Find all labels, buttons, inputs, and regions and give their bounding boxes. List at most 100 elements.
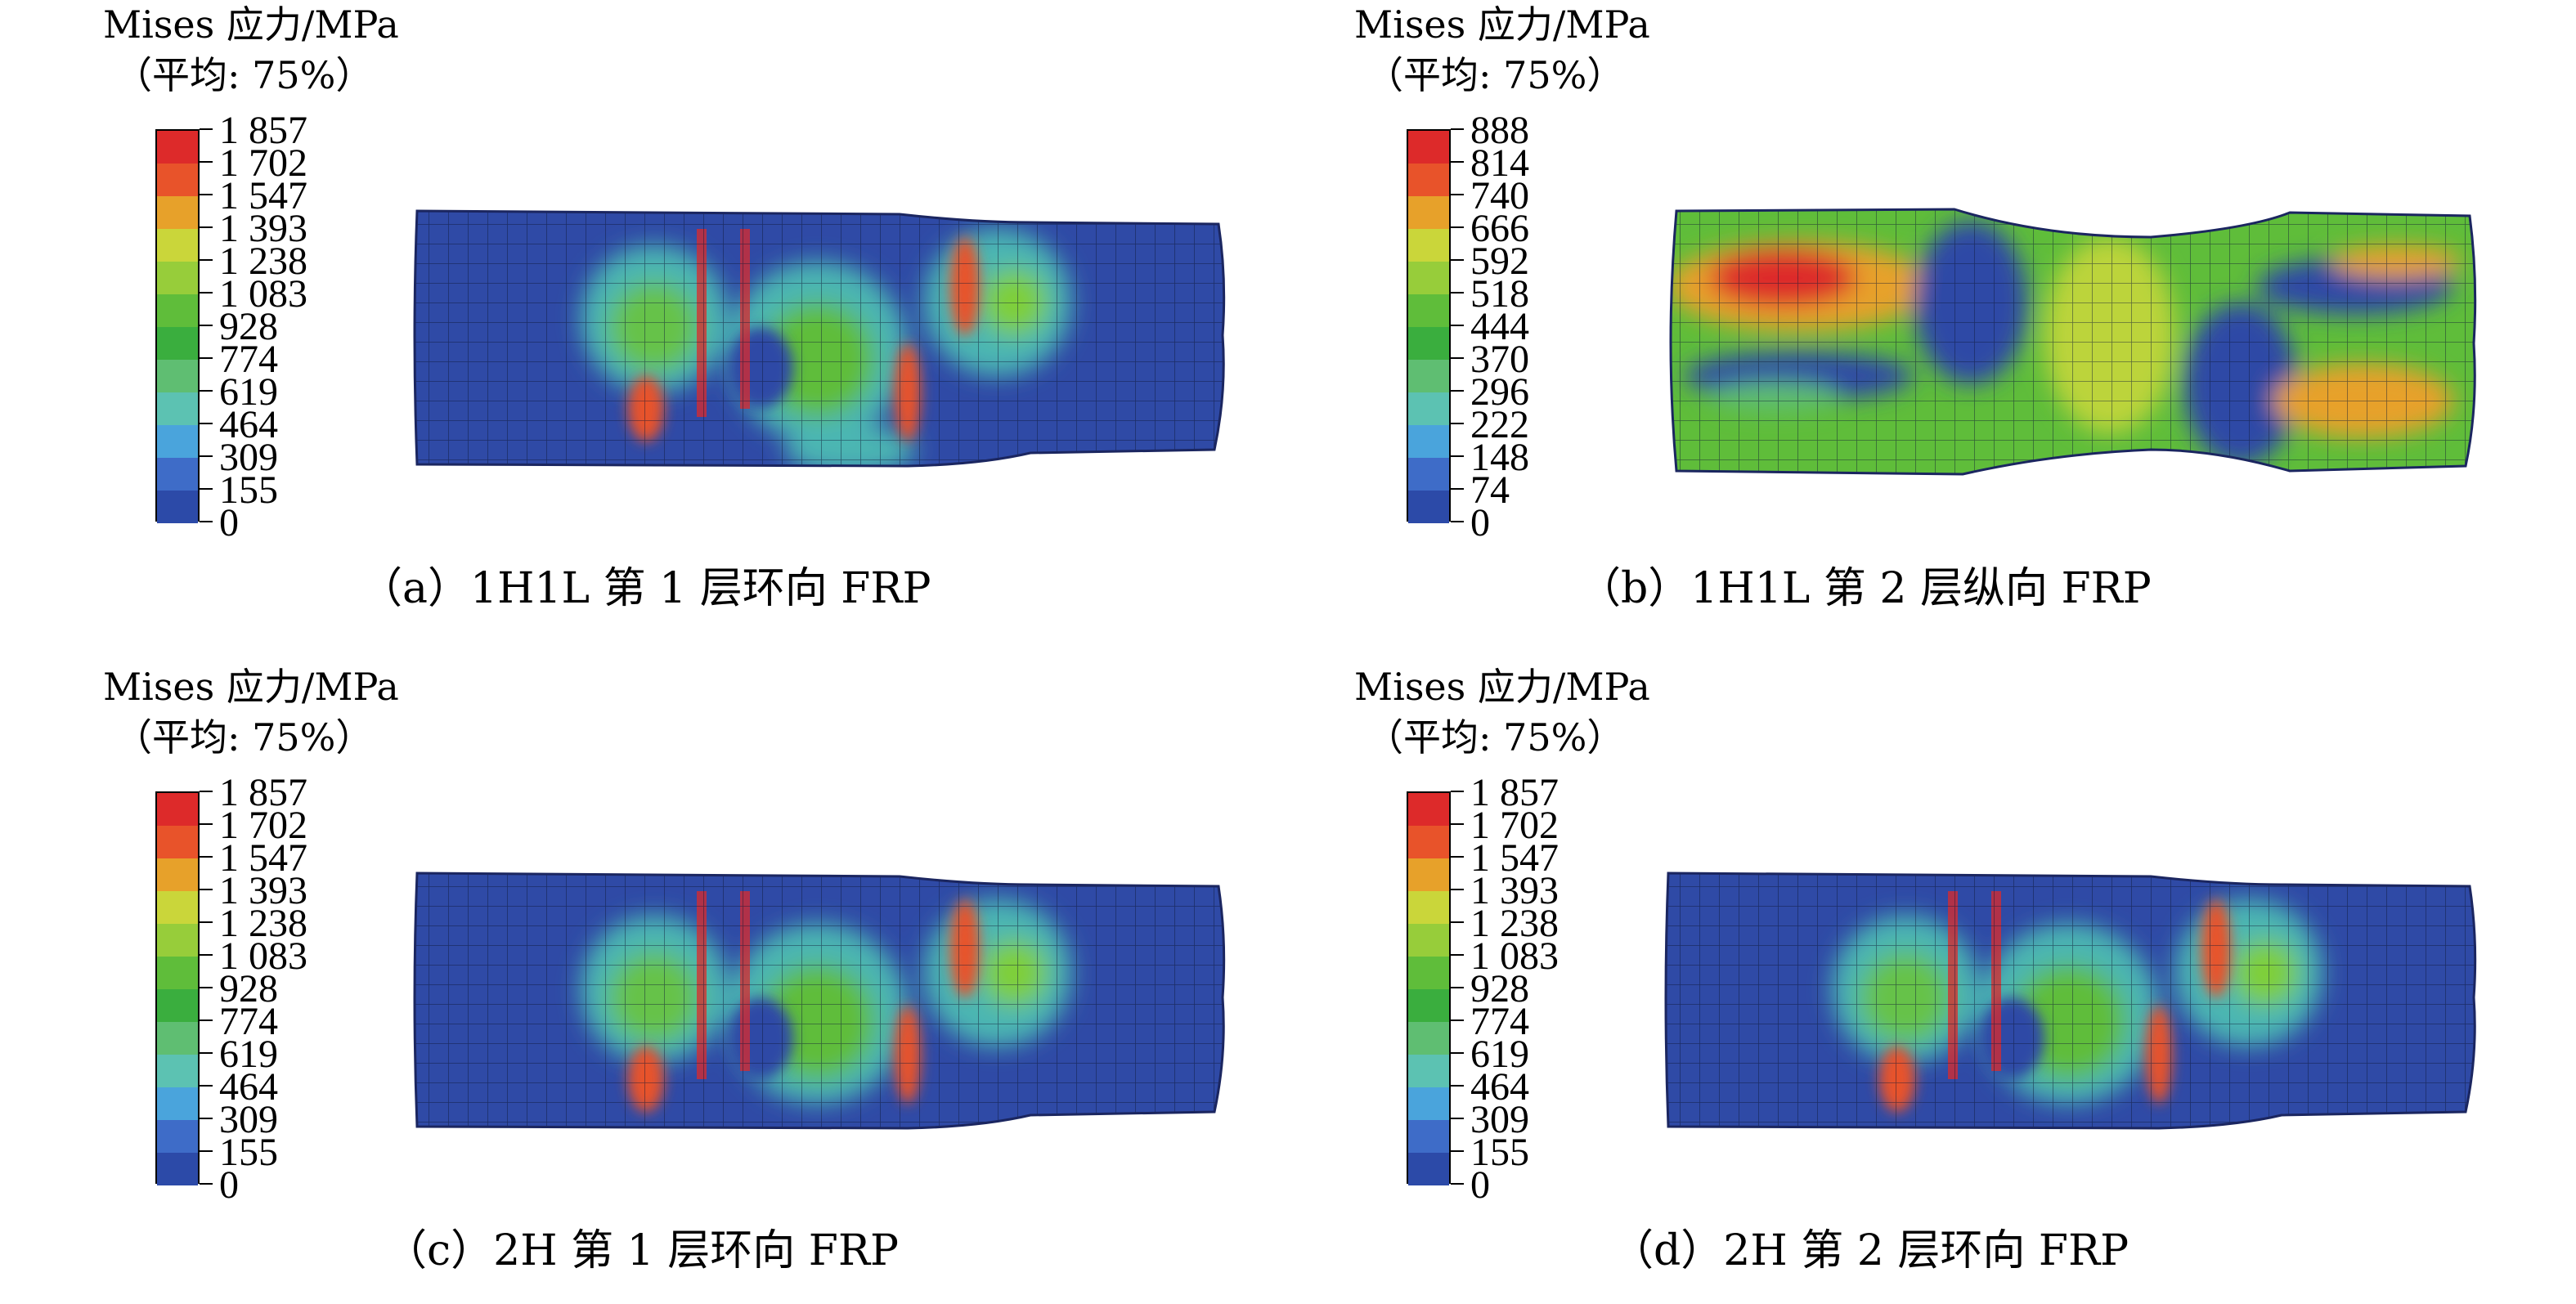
- scale-tick-label: 619: [219, 370, 278, 414]
- scale-tick-label: 1 083: [1470, 934, 1559, 978]
- scale-band: [1408, 1055, 1449, 1087]
- scale-tick: [1451, 856, 1464, 858]
- panel-a: Mises 应力/MPa （平均: 75%）: [0, 0, 1288, 642]
- scale-tick: [200, 1019, 213, 1021]
- scale-band: [157, 793, 198, 826]
- scale-tick: [1451, 791, 1464, 792]
- panel-caption: （b）1H1L 第 2 层纵向 FRP: [1578, 564, 2152, 613]
- scale-tick-label: 1 238: [1470, 902, 1559, 945]
- legend-subtitle: （平均: 75%）: [1366, 715, 1625, 760]
- scale-band: [1408, 196, 1449, 229]
- scale-band: [157, 164, 198, 196]
- scale-ticks: [1451, 128, 1467, 522]
- scale-tick-label: 814: [1470, 141, 1529, 185]
- scale-band: [1408, 131, 1449, 164]
- scale-band: [157, 858, 198, 891]
- scale-tick: [1451, 423, 1464, 424]
- scale-tick: [200, 194, 213, 195]
- scale-band: [1408, 425, 1449, 458]
- scale-band: [157, 262, 198, 294]
- scale-tick: [1451, 128, 1464, 130]
- scale-band: [1408, 491, 1449, 523]
- scale-band: [157, 491, 198, 523]
- scale-tick-label: 1 702: [219, 141, 307, 185]
- scale-tick-label: 370: [1470, 338, 1529, 381]
- scale-tick: [200, 791, 213, 792]
- scale-band: [1408, 858, 1449, 891]
- scale-tick-label: 1 238: [219, 902, 307, 945]
- scale-tick: [1451, 1118, 1464, 1119]
- scale-band: [157, 1120, 198, 1153]
- scale-tick: [200, 292, 213, 294]
- scale-tick-label: 309: [219, 436, 278, 479]
- scale-band: [157, 826, 198, 858]
- scale-tick-label: 155: [219, 1131, 278, 1174]
- scale-band: [157, 1087, 198, 1120]
- stress-contour-cylinder: [1664, 872, 2477, 1130]
- legend-subtitle: （平均: 75%）: [1366, 53, 1625, 97]
- scale-ticks: [1451, 791, 1467, 1185]
- scale-tick-label: 464: [219, 1065, 278, 1109]
- scale-tick: [200, 357, 213, 359]
- scale-tick: [1451, 390, 1464, 392]
- scale-tick-label: 1 083: [219, 934, 307, 978]
- scale-tick: [1451, 1183, 1464, 1185]
- scale-band: [157, 1022, 198, 1055]
- scale-tick-label: 1 857: [219, 109, 307, 152]
- scale-tick: [200, 1150, 213, 1152]
- scale-tick: [200, 1183, 213, 1185]
- scale-tick-label: 1 857: [1470, 771, 1559, 814]
- scale-tick: [1451, 954, 1464, 956]
- scale-tick: [1451, 1150, 1464, 1152]
- scale-tick-label: 1 238: [219, 240, 307, 283]
- scale-band: [157, 458, 198, 491]
- scale-tick-label: 155: [219, 468, 278, 512]
- color-scale: [155, 791, 200, 1185]
- scale-tick-label: 464: [1470, 1065, 1529, 1109]
- scale-tick-label: 774: [1470, 1000, 1529, 1043]
- color-scale: [155, 129, 200, 523]
- scale-tick-label: 464: [219, 403, 278, 446]
- scale-tick-label: 1 547: [219, 174, 307, 217]
- scale-tick-label: 619: [219, 1033, 278, 1076]
- scale-tick-label: 928: [219, 305, 278, 348]
- scale-tick-label: 444: [1470, 305, 1529, 348]
- legend-title: Mises 应力/MPa: [103, 2, 399, 47]
- scale-tick: [200, 1118, 213, 1119]
- scale-tick: [200, 921, 213, 923]
- scale-tick: [200, 1085, 213, 1087]
- scale-band: [157, 392, 198, 425]
- scale-tick: [200, 259, 213, 261]
- scale-tick: [1451, 357, 1464, 359]
- scale-band: [157, 1055, 198, 1087]
- scale-band: [1408, 1120, 1449, 1153]
- scale-tick: [200, 521, 213, 522]
- scale-tick: [200, 423, 213, 424]
- scale-tick: [200, 856, 213, 858]
- scale-band: [157, 1153, 198, 1185]
- scale-tick-label: 774: [219, 1000, 278, 1043]
- panel-d: Mises 应力/MPa （平均: 75%）: [1251, 662, 2539, 1304]
- scale-tick-label: 1 083: [219, 272, 307, 316]
- scale-tick: [1451, 987, 1464, 988]
- scale-tick: [1451, 823, 1464, 825]
- scale-tick-label: 0: [219, 501, 239, 544]
- panel-b: Mises 应力/MPa （平均: 75%） （b）1H1L 第 2 层纵向 F…: [1251, 0, 2539, 642]
- legend-title: Mises 应力/MPa: [1354, 2, 1650, 47]
- legend-title: Mises 应力/MPa: [103, 665, 399, 709]
- scale-tick: [200, 1052, 213, 1054]
- panel-caption: （c）2H 第 1 层环向 FRP: [384, 1226, 899, 1275]
- scale-tick-label: 1 547: [1470, 836, 1559, 880]
- panel-c: Mises 应力/MPa （平均: 75%）: [0, 662, 1288, 1304]
- scale-band: [1408, 1022, 1449, 1055]
- scale-band: [157, 294, 198, 327]
- scale-band: [1408, 924, 1449, 957]
- scale-tick: [200, 488, 213, 490]
- scale-tick-label: 518: [1470, 272, 1529, 316]
- scale-tick: [200, 161, 213, 163]
- stress-contour-cylinder: [1669, 208, 2477, 476]
- scale-tick-label: 1 547: [219, 836, 307, 880]
- scale-tick: [1451, 455, 1464, 457]
- stress-contour-cylinder: [413, 209, 1226, 468]
- scale-tick-label: 296: [1470, 370, 1529, 414]
